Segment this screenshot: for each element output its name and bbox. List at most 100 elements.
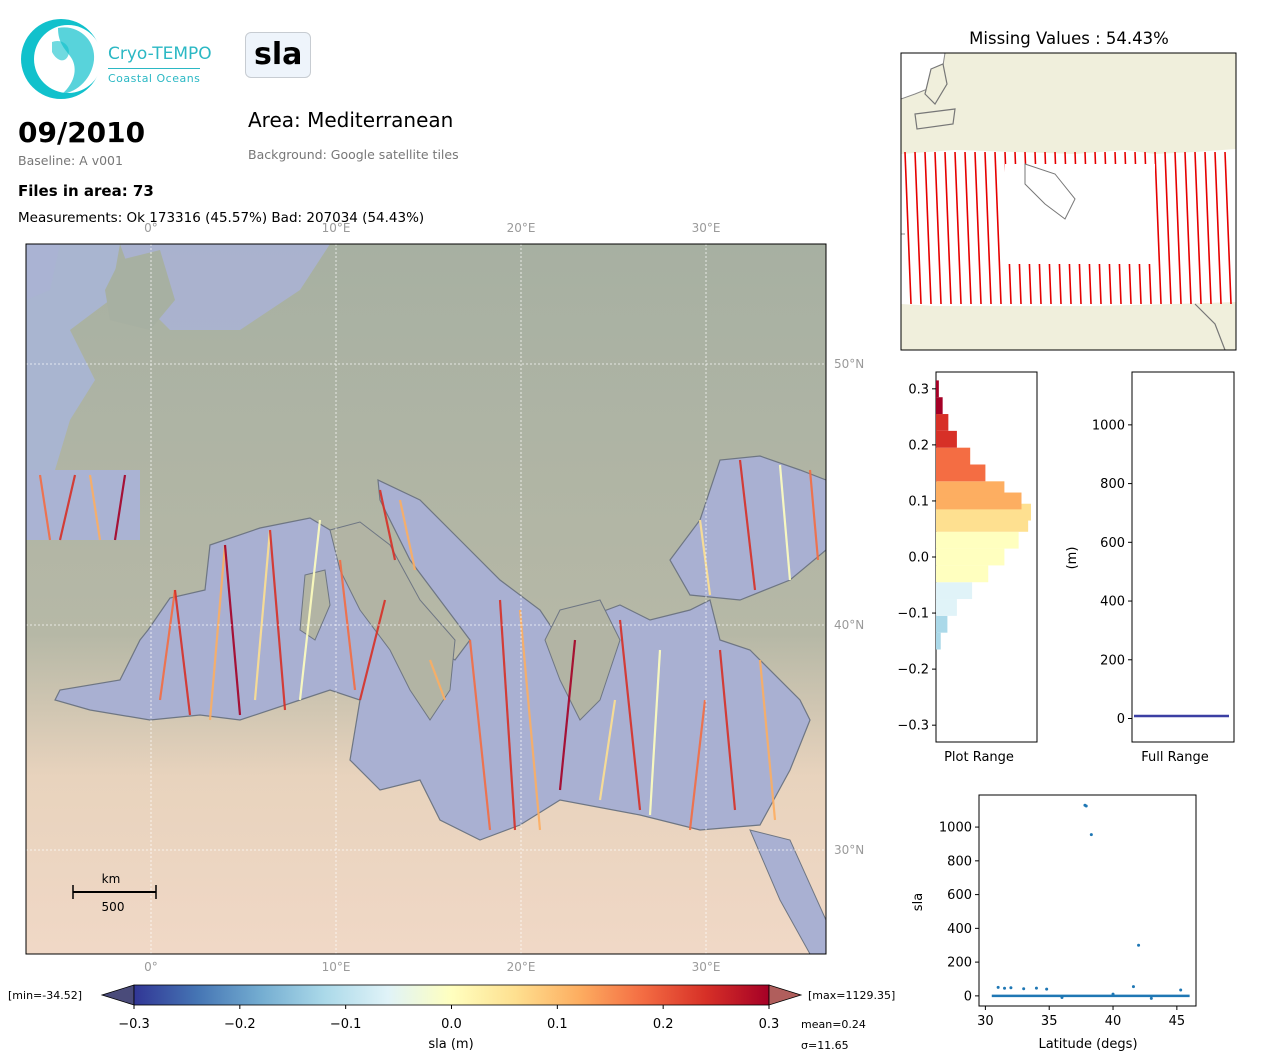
scatter-x-tick-label: 35 (1041, 1014, 1058, 1029)
track-segment (88, 474, 102, 541)
histogram-bar (936, 582, 973, 600)
scatter-x-tick-label: 30 (977, 1014, 994, 1029)
missing-track (964, 151, 972, 305)
lon-tick-bottom: 0° (144, 960, 158, 974)
histogram-tick-label: 0.3 (908, 382, 929, 397)
histogram-tick-label: −0.3 (897, 719, 929, 734)
scatter-point (1111, 992, 1115, 996)
full-range-tick-label: 1000 (1092, 418, 1125, 433)
full-range-tick-label: 600 (1100, 536, 1125, 551)
scatter-point (1084, 804, 1088, 808)
colorbar-tick-label: 0.2 (653, 1017, 674, 1032)
histogram-bar (936, 481, 1005, 499)
date-title: 09/2010 (18, 116, 146, 149)
scatter-y-ticks: 0 200 400 600 800 1000 (939, 821, 979, 1004)
scatter-y-tick-label: 1000 (939, 821, 972, 836)
histogram-bar (936, 397, 943, 415)
scatter-point (1009, 986, 1013, 990)
logo-divider (108, 68, 200, 69)
scatter-y-tick-label: 800 (947, 854, 972, 869)
lon-tick-bottom: 30°E (692, 960, 721, 974)
histogram-bar (936, 632, 941, 650)
lon-tick-top: 30°E (692, 221, 721, 235)
colorbar-mean: mean=0.24 (801, 1018, 866, 1031)
scatter-sla-latitude: 0 200 400 600 800 1000 30 35 40 45 Latitude (deg… (911, 794, 1197, 1052)
track-segment (158, 589, 177, 701)
full-range-tick-label: 0 (1117, 712, 1125, 727)
track-segment (558, 639, 577, 791)
histogram-bar (936, 565, 989, 583)
colorbar-tick-label: −0.2 (224, 1017, 256, 1032)
logo-line2: Coastal Oceans (108, 72, 201, 85)
track-segment (698, 519, 712, 596)
scatter-point (1149, 996, 1153, 1000)
track-segment (173, 589, 192, 716)
track-segment (223, 544, 242, 716)
track-segment (398, 499, 417, 571)
baseline-label: Baseline: A v001 (18, 153, 123, 168)
lon-tick-top: 20°E (507, 221, 536, 235)
histogram-bar (936, 430, 957, 448)
scatter-x-tick-label: 40 (1105, 1014, 1122, 1029)
full-range-tick-label: 200 (1100, 653, 1125, 668)
colorbar-sigma: σ=11.65 (801, 1039, 849, 1052)
scatter-point (1034, 986, 1038, 990)
track-segment (268, 529, 287, 711)
histogram-plot-range: 0.3 0.2 0.1 0.0 −0.1 −0.2 −0.3 Plot Range (897, 371, 1038, 765)
track-segment (518, 609, 542, 831)
lat-tick: 50°N (834, 357, 864, 371)
missing-values-map: Missing Values : 54.43% (900, 29, 1237, 351)
track-segment (38, 474, 52, 541)
parameter-box: sla (245, 32, 312, 78)
track-segment (778, 464, 792, 581)
track-segment (378, 489, 397, 561)
missing-track (974, 151, 982, 305)
lon-tick-top: 10°E (322, 221, 351, 235)
track-segment (758, 659, 777, 821)
colorbar-min-label: [min=-34.52] (8, 989, 82, 1002)
track-segment (58, 474, 77, 541)
scatter-y-tick-label: 600 (947, 888, 972, 903)
logo-line1: Cryo-TEMPO (108, 44, 212, 64)
track-segment (208, 544, 227, 721)
map-tick-labels: 0° 10°E 20°E 30°E 0° 10°E 20°E 30°E 50°N… (144, 221, 864, 974)
lat-tick: 30°N (834, 843, 864, 857)
scatter-y-tick-label: 200 (947, 956, 972, 971)
scatter-point (1179, 988, 1183, 992)
colorbar-under-arrow (100, 984, 135, 1006)
histogram-bar (936, 531, 1019, 549)
cryo-tempo-logo (21, 19, 102, 99)
scatter-x-tick-label: 45 (1169, 1014, 1186, 1029)
track-segment (428, 659, 447, 701)
scalebar-value: 500 (102, 900, 125, 914)
colorbar-tick-label: −0.3 (118, 1017, 150, 1032)
colorbar-tick-label: 0.1 (547, 1017, 568, 1032)
land-background (26, 244, 826, 954)
colorbar-tick-label: −0.1 (330, 1017, 362, 1032)
map-frame (25, 243, 827, 955)
histogram-bar (936, 615, 948, 633)
missing-track (954, 151, 962, 305)
scatter-point (1060, 996, 1064, 1000)
histogram-bars (936, 380, 1031, 650)
full-range-ylabel: (m) (1065, 547, 1080, 570)
lon-tick-bottom: 10°E (322, 960, 351, 974)
atlantic-ocean (26, 244, 120, 470)
histogram-bar (936, 380, 939, 398)
track-segment (688, 699, 707, 831)
histogram-bar (936, 414, 949, 431)
area-label: Area: Mediterranean (248, 108, 454, 132)
full-range-y-ticks: 0 200 400 600 800 1000 (1092, 418, 1132, 727)
track-segment (358, 599, 387, 701)
colorbar-over-arrow (768, 984, 803, 1006)
histogram-bar (936, 447, 971, 465)
scatter-y-tick-label: 400 (947, 922, 972, 937)
track-segment (253, 529, 272, 701)
histogram-tick-label: 0.0 (908, 551, 929, 566)
track-segment (468, 639, 492, 831)
track-segment (718, 649, 737, 811)
full-range-xlabel: Full Range (1141, 750, 1209, 765)
colorbar: −0.3 −0.2 −0.1 0.0 0.1 0.2 0.3 [min=-34.52] [m… (8, 984, 895, 1052)
scatter-ylabel: sla (911, 893, 926, 911)
scatter-point (1045, 987, 1049, 991)
